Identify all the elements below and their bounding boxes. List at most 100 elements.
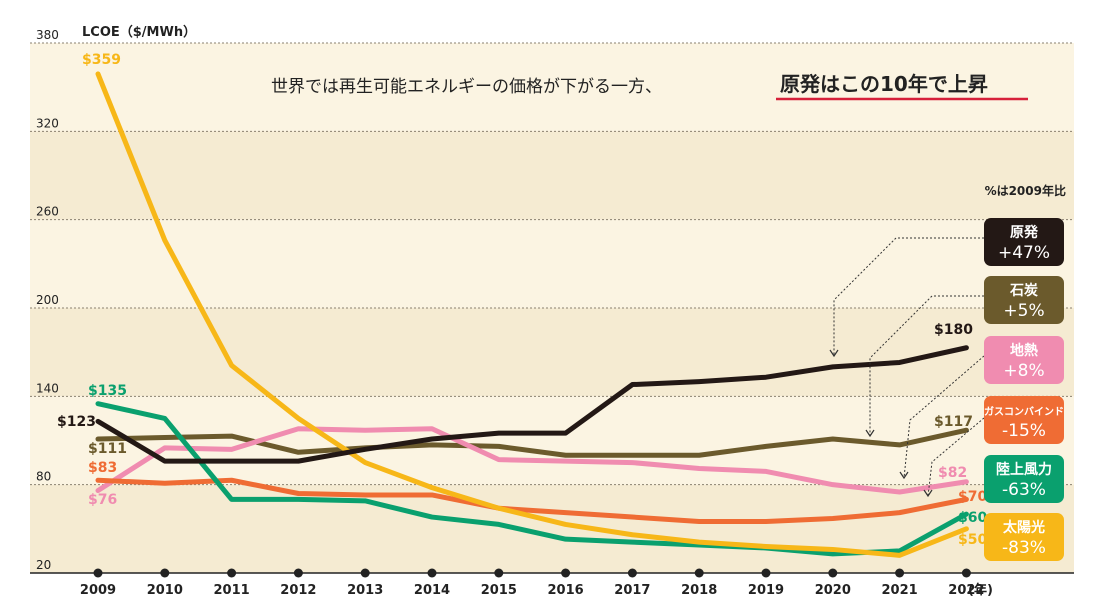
- comparison-note: %は2009年比: [985, 183, 1066, 198]
- x-tick-label: 2014: [414, 583, 450, 598]
- start-value-label-solar: $359: [82, 52, 121, 68]
- x-tick-label: 2010: [147, 583, 183, 598]
- legend-change: -63%: [1002, 480, 1046, 500]
- series-line-geothermal: [95, 426, 969, 495]
- x-tick-dot: [494, 568, 504, 578]
- y-tick-label: 20: [36, 558, 51, 572]
- end-value-label-solar: $50: [958, 532, 987, 548]
- legend-box-wind: 陸上風力 -63%: [984, 455, 1064, 503]
- start-value-label-geothermal: $76: [88, 492, 117, 508]
- y-tick-label: 380: [36, 28, 59, 42]
- end-value-label-nuclear: $180: [934, 322, 973, 338]
- legend-name: 原発: [1010, 224, 1039, 241]
- end-value-label-coal: $117: [934, 414, 973, 430]
- x-tick-label: 2013: [347, 583, 383, 598]
- point-labels: $123 $180 $111 $117 $76 $82 $83 $70 $135 $60 $359 $…: [57, 52, 987, 548]
- legend-connectors: [829, 237, 985, 498]
- band: [30, 484, 1074, 573]
- series-line-coal: [95, 427, 969, 458]
- start-value-label-gas: $83: [88, 460, 117, 476]
- legend-box-solar: 太陽光 -83%: [984, 513, 1064, 561]
- series-lines: [95, 71, 969, 558]
- connector-coal: [869, 295, 984, 436]
- background-bands: [30, 43, 1074, 573]
- legend-box-gas: ガスコンバインド -15%: [984, 396, 1064, 444]
- series-line-solar: [95, 71, 969, 558]
- chart-title-highlight: 原発はこの10年で上昇: [780, 72, 988, 96]
- legend-change: -15%: [1002, 421, 1046, 441]
- legend-box-geothermal: 地熱 +8%: [984, 336, 1064, 384]
- x-tick-label: 2020: [815, 583, 851, 598]
- connector-arrowhead: [829, 349, 839, 358]
- y-tick-label: 80: [36, 470, 51, 484]
- x-tick-dot: [160, 568, 170, 578]
- x-tick-dot: [694, 568, 704, 578]
- band: [30, 131, 1074, 220]
- x-tick-dot: [293, 568, 303, 578]
- legend-name: ガスコンバインド: [984, 405, 1064, 418]
- start-value-label-coal: $111: [88, 441, 127, 457]
- x-tick-label: 2016: [548, 583, 584, 598]
- end-value-label-gas: $70: [958, 489, 987, 505]
- x-tick-dot: [227, 568, 237, 578]
- legend-box-bg: [984, 455, 1064, 503]
- y-tick-label: 140: [36, 381, 59, 395]
- legend: 原発 +47% 石炭 +5% 地熱 +8% ガスコンバインド -15% 陸上風力 -63% 太陽光 -…: [984, 218, 1064, 561]
- band: [30, 43, 1074, 132]
- series-line-wind: [95, 401, 969, 557]
- end-value-label-geothermal: $82: [938, 465, 967, 481]
- legend-name: 地熱: [1010, 342, 1038, 359]
- end-value-label-wind: $60: [958, 510, 987, 526]
- x-tick-dot: [627, 568, 637, 578]
- x-tick-dot: [93, 568, 103, 578]
- series-line-gas: [95, 477, 969, 524]
- y-axis-label: LCOE（$/MWh）: [82, 24, 196, 40]
- legend-box-bg: [984, 218, 1064, 266]
- legend-box-coal: 石炭 +5%: [984, 276, 1064, 324]
- legend-box-bg: [984, 336, 1064, 384]
- legend-change: +8%: [1003, 361, 1044, 381]
- x-tick-label: 2022: [948, 583, 984, 598]
- y-tick-label: 260: [36, 205, 59, 219]
- legend-name: 陸上風力: [996, 461, 1052, 478]
- x-tick-label: 2009: [80, 583, 116, 598]
- y-axis: 380 320 260 200 140 80 20: [36, 28, 59, 572]
- x-axis-unit: (年): [968, 582, 993, 598]
- x-tick-label: 2021: [882, 583, 918, 598]
- connector-gas: [927, 417, 985, 497]
- connector-arrowhead: [865, 429, 875, 438]
- y-tick-label: 320: [36, 116, 59, 130]
- band: [30, 308, 1074, 397]
- x-tick-dot: [360, 568, 370, 578]
- legend-name: 石炭: [1009, 282, 1038, 299]
- legend-box-nuclear: 原発 +47%: [984, 218, 1064, 266]
- connector-arrowhead: [923, 489, 933, 498]
- legend-change: +47%: [998, 243, 1050, 263]
- legend-box-bg: [984, 513, 1064, 561]
- x-tick-dot: [761, 568, 771, 578]
- legend-name: 太陽光: [1003, 519, 1045, 536]
- legend-change: +5%: [1003, 301, 1044, 321]
- x-tick-label: 2018: [681, 583, 717, 598]
- x-tick-label: 2019: [748, 583, 784, 598]
- x-axis: 2009 2010 2011 2012 2013 2014 2015 2016 2017 2018…: [80, 568, 984, 598]
- connector-arrowhead: [899, 471, 909, 480]
- y-tick-label: 200: [36, 293, 59, 307]
- band: [30, 396, 1074, 485]
- connector-nuclear: [833, 237, 984, 356]
- x-tick-label: 2015: [481, 583, 517, 598]
- start-value-label-wind: $135: [88, 383, 127, 399]
- x-tick-label: 2017: [614, 583, 650, 598]
- x-tick-dot: [895, 568, 905, 578]
- start-value-label-nuclear: $123: [57, 414, 96, 430]
- x-tick-dot: [561, 568, 571, 578]
- x-tick-dot: [828, 568, 838, 578]
- band: [30, 219, 1074, 308]
- x-tick-label: 2012: [280, 583, 316, 598]
- series-line-nuclear: [95, 345, 969, 464]
- x-tick-dot: [427, 568, 437, 578]
- legend-box-bg: [984, 276, 1064, 324]
- chart-title: 世界では再生可能エネルギーの価格が下がる一方、: [271, 77, 662, 97]
